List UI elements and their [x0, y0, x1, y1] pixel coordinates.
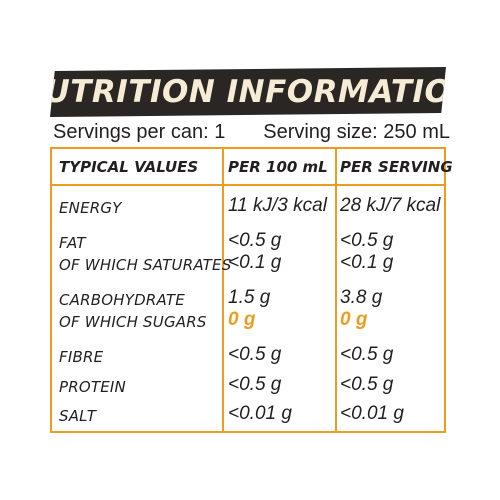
servings-info: Servings per can: 1 Serving size: 250 mL — [50, 119, 450, 145]
header-per-100ml: PER 100 mL — [228, 158, 328, 176]
row-label-fat: FAT — [59, 234, 86, 252]
fibre-per-100ml: <0.5 g — [228, 344, 282, 365]
sugars-per-serving: 0 g — [340, 309, 368, 330]
fibre-per-serving: <0.5 g — [340, 344, 394, 365]
fat-per-serving: <0.5 g — [340, 230, 394, 251]
carbohydrate-per-100ml: 1.5 g — [228, 287, 271, 308]
row-label-salt: SALT — [59, 407, 97, 425]
saturates-per-serving: <0.1 g — [340, 252, 394, 273]
page-title: NUTRITION INFORMATION — [18, 74, 478, 110]
header-typical-values: TYPICAL VALUES — [59, 158, 199, 176]
serving-size: Serving size: 250 mL — [263, 121, 450, 143]
energy-per-100ml: 11 kJ/3 kcal — [228, 195, 327, 216]
column-divider-2 — [335, 149, 337, 431]
nutrition-table: TYPICAL VALUES PER 100 mL PER SERVING EN… — [50, 147, 453, 433]
row-label-carbohydrate: CARBOHYDRATE — [59, 291, 185, 309]
carbohydrate-per-serving: 3.8 g — [340, 287, 383, 308]
servings-per-can: Servings per can: 1 — [53, 121, 226, 143]
energy-per-serving: 28 kJ/7 kcal — [340, 195, 441, 216]
column-divider-1 — [222, 149, 224, 431]
saturates-per-100ml: <0.1 g — [228, 252, 282, 273]
title-banner: NUTRITION INFORMATION — [50, 67, 446, 117]
salt-per-serving: <0.01 g — [340, 403, 404, 424]
protein-per-serving: <0.5 g — [340, 374, 394, 395]
row-label-fibre: FIBRE — [59, 348, 104, 366]
header-per-serving: PER SERVING — [340, 158, 453, 176]
row-label-sugars: OF WHICH SUGARS — [59, 313, 207, 331]
sugars-per-100ml: 0 g — [228, 309, 256, 330]
salt-per-100ml: <0.01 g — [228, 403, 292, 424]
protein-per-100ml: <0.5 g — [228, 374, 282, 395]
fat-per-100ml: <0.5 g — [228, 230, 282, 251]
header-divider — [52, 184, 444, 186]
row-label-protein: PROTEIN — [59, 378, 126, 396]
row-label-energy: ENERGY — [59, 199, 122, 217]
row-label-saturates: OF WHICH SATURATES — [59, 256, 232, 274]
